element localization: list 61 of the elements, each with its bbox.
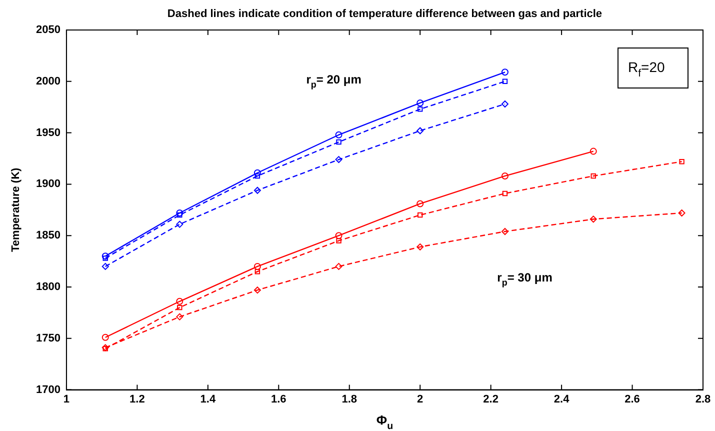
y-tick-label: 1700 [36, 384, 60, 396]
y-tick-label: 1950 [36, 126, 60, 139]
point [502, 190, 508, 196]
x-tick-label: 2.2 [483, 393, 498, 406]
y-tick-label: 1850 [36, 230, 60, 242]
point [176, 220, 184, 228]
y-tick-label: 1900 [36, 178, 60, 190]
x-tick-label: 1.6 [271, 393, 286, 406]
point [254, 186, 261, 194]
point [590, 148, 597, 155]
point [501, 172, 508, 180]
point [176, 209, 184, 216]
point [102, 256, 108, 261]
point [416, 243, 424, 250]
point [102, 346, 108, 352]
point [501, 68, 508, 76]
y-tick-label: 1750 [36, 332, 60, 344]
y-tick-label: 2050 [36, 24, 60, 36]
x-tick-label: 1.2 [130, 393, 145, 406]
y-tick-label: 2000 [36, 75, 60, 88]
point [336, 238, 342, 244]
point [335, 156, 342, 164]
x-tick-label: 2.4 [554, 393, 570, 406]
point [417, 106, 423, 112]
point [254, 173, 260, 179]
point [102, 252, 109, 260]
point [501, 100, 508, 108]
point [254, 262, 261, 270]
point [102, 344, 109, 352]
point [335, 262, 342, 270]
point [102, 262, 109, 270]
x-tick-label: 2.6 [624, 393, 640, 406]
point [502, 78, 508, 84]
point [679, 158, 684, 164]
point [416, 127, 424, 134]
x-tick-label: 2 [417, 393, 424, 406]
x-tick-label: 1 [63, 393, 70, 406]
point [678, 209, 686, 216]
y-axis-title: Temperature (K) [10, 167, 22, 252]
x-tick-label: 1.4 [200, 393, 216, 406]
point [254, 169, 261, 176]
point [335, 232, 342, 240]
point [336, 139, 342, 145]
point [590, 173, 596, 179]
point [176, 298, 184, 305]
point [590, 216, 597, 223]
point [335, 131, 342, 138]
point [417, 212, 423, 218]
point [416, 99, 424, 106]
point [177, 304, 182, 310]
chart-title: Dashed lines indicate condition of temperature difference between gas and particle [167, 8, 602, 20]
point [177, 212, 182, 218]
x-tick-label: 2.8 [695, 393, 711, 406]
y-tick-label: 1800 [36, 281, 60, 294]
point [501, 228, 508, 235]
point [254, 268, 260, 274]
point [254, 286, 261, 294]
point [416, 200, 424, 208]
x-tick-label: 1.8 [342, 393, 358, 406]
point [176, 313, 184, 320]
point [102, 334, 109, 341]
